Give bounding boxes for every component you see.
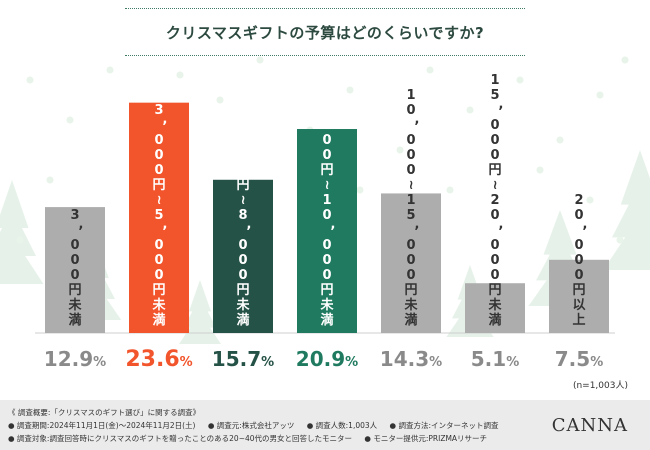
value-label: 5.1% bbox=[471, 347, 519, 371]
background-tree bbox=[603, 215, 650, 270]
survey-overview-title: 《 調査概要:「クリスマスのギフト選び」に関する調査》 bbox=[8, 408, 201, 417]
bar bbox=[381, 193, 441, 333]
survey-count: ● 調査人数:1,003人 bbox=[306, 421, 378, 430]
snow-dot bbox=[66, 116, 74, 124]
category-label: 1 5, 0 0 0 円≀ 2 0, 0 0 0 円未満 bbox=[487, 73, 503, 328]
snow-dot bbox=[16, 236, 24, 244]
value-label: 15.7% bbox=[212, 347, 274, 371]
category-label: 3, 0 0 0 円未満 bbox=[67, 208, 83, 328]
bar-chart: 3, 0 0 0 円未満 12.9% 3, 0 0 0 円≀ 5, 0 0 0 円未満 23.6% 5, 0 0 0 円≀… bbox=[35, 73, 615, 372]
survey-provider: ● モニター提供元:PRIZMAリサーチ bbox=[364, 434, 488, 443]
background-tree bbox=[0, 236, 44, 284]
bar bbox=[129, 102, 189, 333]
category-label: 1 0, 0 0 0 ≀ 1 5, 0 0 0 円未満 bbox=[403, 88, 419, 328]
snow-dot bbox=[586, 196, 594, 204]
survey-org: ● 調査元:株式会社アッツ bbox=[207, 421, 295, 430]
snow-dot bbox=[346, 86, 354, 94]
snow-dot bbox=[46, 176, 54, 184]
background-tree bbox=[184, 296, 216, 328]
category-label: 5, 0 0 0 円≀ 8, 0 0 0 円未満 bbox=[235, 103, 251, 328]
bar bbox=[45, 207, 105, 333]
snow-dot bbox=[446, 186, 454, 194]
survey-method: ● 調査方法:インターネット調査 bbox=[389, 421, 499, 430]
bar bbox=[549, 259, 609, 333]
brand-logo: CANNA bbox=[551, 415, 628, 436]
snow-dot bbox=[621, 56, 629, 64]
background-tree bbox=[543, 210, 577, 255]
category-label: 3, 0 0 0 円≀ 5, 0 0 0 円未満 bbox=[151, 103, 167, 328]
survey-target: ● 調査対象:調査回答時にクリスマスのギフトを贈ったことのある20~40代の男女… bbox=[8, 434, 353, 443]
snow-dot bbox=[176, 71, 184, 79]
value-label: 14.3% bbox=[380, 347, 442, 371]
snow-dot bbox=[216, 96, 224, 104]
snow-dot bbox=[556, 136, 564, 144]
value-label: 23.6% bbox=[125, 347, 192, 372]
background-tree bbox=[0, 180, 29, 228]
snow-dot bbox=[536, 166, 544, 174]
survey-footer: 《 調査概要:「クリスマスのギフト選び」に関する調査》 ● 調査期間:2024年… bbox=[0, 400, 650, 450]
snow-dot bbox=[26, 76, 34, 84]
category-label: 2 0, 0 0 0 円以上 bbox=[572, 193, 587, 328]
bar bbox=[297, 129, 357, 333]
value-label: 12.9% bbox=[44, 347, 106, 371]
chart-title: クリスマスギフトの予算はどのくらいですか? bbox=[165, 24, 485, 42]
bar bbox=[465, 283, 525, 333]
survey-period: ● 調査期間:2024年11月1日(金)～2024年11月2日(土) bbox=[8, 421, 196, 430]
snow-dot bbox=[466, 106, 474, 114]
snow-dot bbox=[596, 91, 604, 99]
sample-size-note: (n=1,003人) bbox=[572, 381, 628, 391]
value-label: 20.9% bbox=[296, 347, 358, 371]
snow-dot bbox=[426, 66, 434, 74]
survey-target-line: ● 調査対象:調査回答時にクリスマスのギフトを贈ったことのある20~40代の男女… bbox=[8, 433, 497, 444]
bar bbox=[213, 179, 273, 333]
background-tree bbox=[189, 280, 211, 312]
snow-dot bbox=[106, 66, 114, 74]
background-tree bbox=[179, 312, 221, 344]
snow-dot bbox=[516, 76, 524, 84]
title-frame: クリスマスギフトの予算はどのくらいですか? bbox=[125, 8, 525, 56]
value-label: 7.5% bbox=[555, 347, 603, 371]
snow-dot bbox=[396, 146, 404, 154]
snow-dot bbox=[616, 236, 624, 244]
category-label: 8, 0 0 0 円≀ 1 0, 0 0 0 円未満 bbox=[319, 88, 335, 328]
survey-details-line: ● 調査期間:2024年11月1日(金)～2024年11月2日(土) ● 調査元… bbox=[8, 420, 509, 431]
snow-dot bbox=[256, 56, 264, 64]
snow-dot bbox=[356, 186, 364, 194]
